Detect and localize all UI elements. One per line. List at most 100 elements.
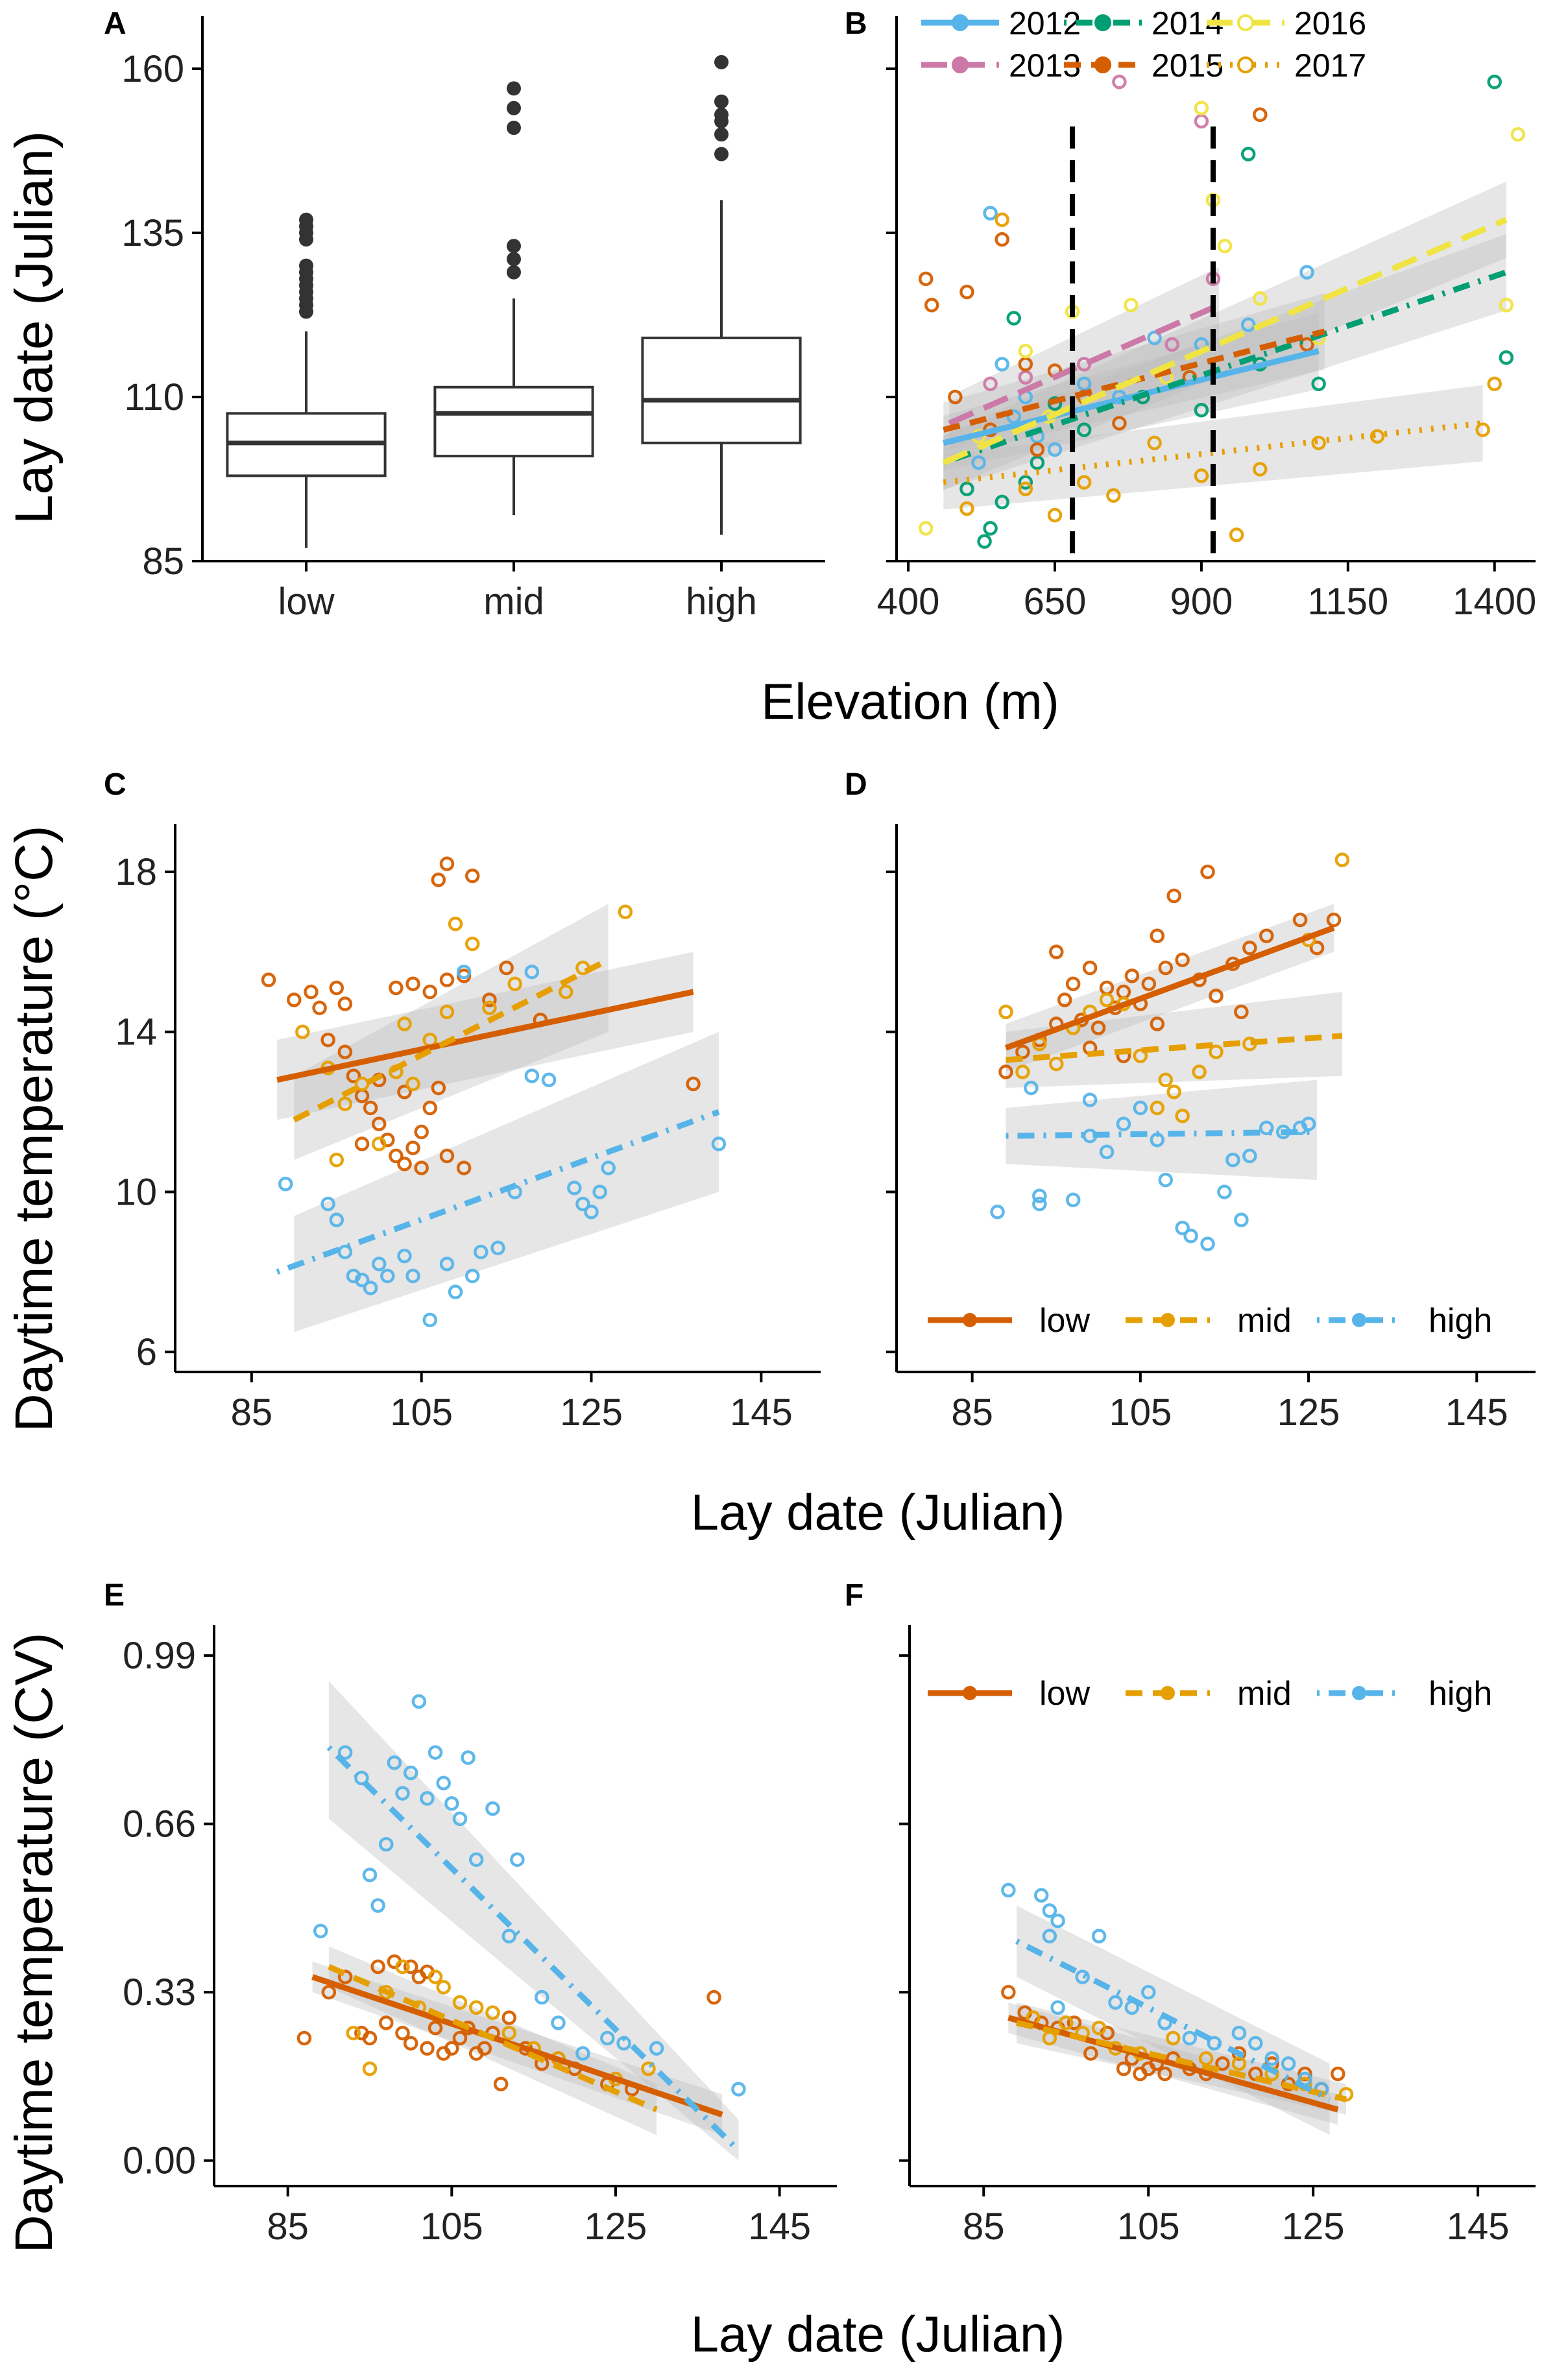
point-2017 [1253, 462, 1268, 477]
point-2016 [1018, 343, 1033, 359]
outlier-point-high [714, 127, 729, 142]
point-low [686, 1076, 701, 1092]
y-tick-label-E: 0.66 [123, 1803, 196, 1846]
point-high [600, 2030, 615, 2046]
point-high [354, 1272, 370, 1288]
point-high [1108, 1995, 1123, 2010]
point-low [1057, 992, 1072, 1007]
point-high [711, 1136, 727, 1151]
point-high [313, 1923, 328, 1939]
point-low [1292, 912, 1308, 928]
fit-line-high [1006, 1129, 1318, 1139]
point-2016 [1194, 101, 1209, 115]
point-high [397, 1248, 412, 1264]
confidence-band-mid [1006, 992, 1342, 1088]
point-2015 [948, 389, 963, 405]
point-high [411, 1694, 427, 1709]
point-high [1082, 1092, 1098, 1107]
point-low [1234, 1004, 1249, 1020]
fit-line-high [326, 1745, 741, 2153]
point-high [1050, 1913, 1065, 1929]
point-high [510, 1852, 525, 1867]
point-low [499, 960, 514, 976]
point-low [1309, 940, 1325, 956]
legend-label-high: high [1429, 1302, 1492, 1340]
point-low [422, 1100, 438, 1116]
point-low [1242, 940, 1257, 956]
x-tick-label-E: 125 [585, 2206, 647, 2248]
legend-marker-2013 [952, 56, 969, 73]
point-high [575, 1196, 590, 1212]
point-high [461, 1750, 476, 1765]
point-high [456, 964, 472, 980]
legend-marker-mid [1161, 1686, 1175, 1700]
y-label-temperature: Daytime temperature (°C) [5, 825, 64, 1432]
point-high [1259, 1120, 1274, 1136]
point-low [452, 2030, 468, 2046]
panel-a: 85 110 135 160 low mid high A [104, 6, 825, 623]
point-high [1075, 1969, 1090, 1984]
point-2017 [1194, 468, 1209, 483]
point-2014 [1487, 74, 1502, 90]
x-tick-label-F: 105 [1117, 2206, 1180, 2248]
x-tick-label-F: 85 [963, 2206, 1005, 2248]
point-low [1331, 2066, 1345, 2082]
point-high [1242, 1148, 1257, 1164]
box-high [641, 336, 802, 444]
x-label-lay-date-cd: Lay date (Julian) [691, 1484, 1065, 1541]
point-2012 [1299, 265, 1314, 280]
x-tick-label-A: mid [483, 581, 544, 623]
point-high [362, 1868, 378, 1882]
point-mid [439, 1004, 455, 1020]
point-2012 [1006, 409, 1021, 424]
point-low [706, 1990, 721, 2005]
point-high [1050, 2000, 1065, 2015]
point-2017 [959, 501, 974, 516]
confidence-band-2014 [943, 234, 1506, 490]
legend-marker-high [1352, 1313, 1366, 1327]
point-mid [482, 1000, 497, 1015]
point-low [439, 856, 455, 871]
point-2013 [1112, 74, 1127, 90]
legend-marker-2015 [1094, 56, 1111, 73]
point-2015 [959, 284, 974, 300]
point-low [422, 984, 438, 1000]
point-high [1032, 1188, 1047, 1203]
point-2015 [995, 232, 1009, 247]
point-low [354, 1136, 370, 1151]
point-high [278, 1176, 293, 1192]
point-2012 [983, 206, 998, 221]
point-2014 [1499, 350, 1514, 365]
point-low [1209, 988, 1224, 1004]
point-2017 [1229, 527, 1244, 542]
y-tick-label-E: 0.99 [123, 1635, 196, 1677]
point-low [321, 1984, 337, 2000]
point-high [403, 1765, 418, 1781]
point-low [420, 2041, 435, 2056]
point-high [567, 1181, 582, 1196]
point-mid [1091, 2020, 1107, 2036]
point-low [439, 1148, 455, 1164]
point-high [1217, 1184, 1232, 1199]
legend-marker-2012 [952, 14, 969, 31]
outlier-point-mid [507, 239, 521, 254]
point-high [1175, 1220, 1190, 1236]
point-2014 [1047, 396, 1063, 411]
point-high [1248, 2036, 1263, 2051]
point-2017 [1487, 376, 1502, 391]
point-2014 [959, 481, 974, 496]
x-tick-label-F: 125 [1282, 2206, 1345, 2248]
point-low [414, 1160, 429, 1175]
plot-area-B [918, 74, 1526, 549]
point-high [405, 1268, 420, 1284]
point-low [403, 2036, 418, 2051]
point-high [439, 1257, 455, 1271]
point-low [371, 1116, 387, 1131]
point-2012 [995, 357, 1009, 372]
point-high [320, 1196, 335, 1212]
point-2017 [1076, 475, 1092, 490]
point-2014 [977, 534, 992, 549]
point-mid [1209, 1044, 1224, 1059]
point-high [575, 2046, 590, 2061]
point-high [337, 1745, 353, 1760]
